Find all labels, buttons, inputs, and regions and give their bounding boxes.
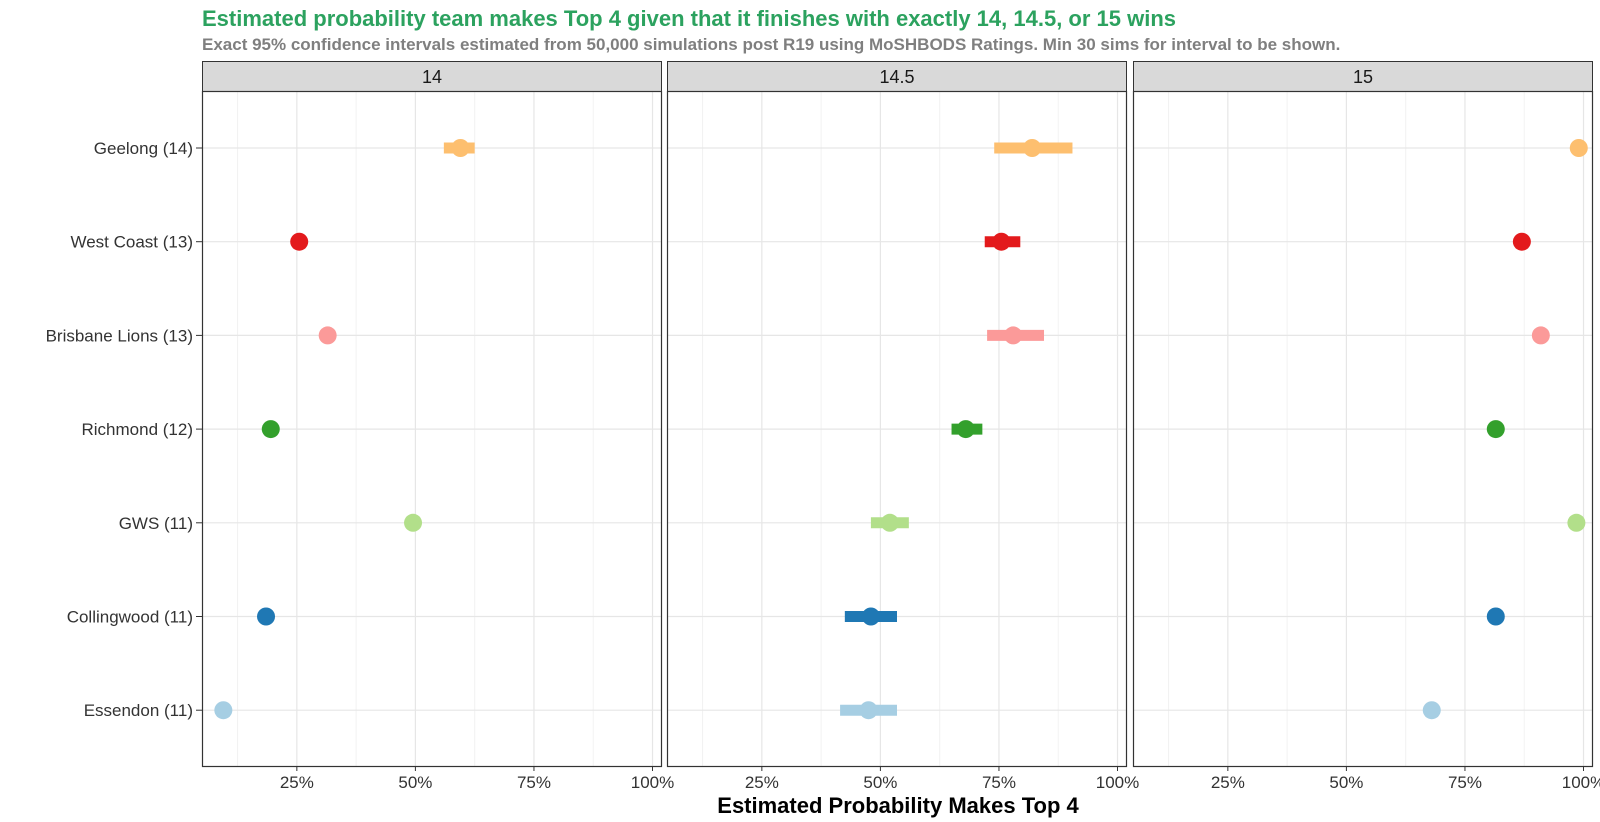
- y-tick-label: Essendon (11): [84, 701, 193, 720]
- estimate-point: [257, 607, 276, 626]
- estimate-point: [859, 701, 878, 720]
- y-tick-label: GWS (11): [119, 514, 193, 533]
- estimate-point: [861, 607, 880, 626]
- estimate-point: [1422, 701, 1441, 720]
- x-tick-label: 75%: [982, 773, 1016, 792]
- estimate-point: [451, 139, 470, 157]
- panel-border: [1132, 90, 1594, 768]
- estimate-point: [956, 420, 975, 439]
- facet-strip: [1133, 61, 1593, 92]
- estimate-point: [1486, 420, 1505, 439]
- facet-strip-label: 14.5: [879, 67, 914, 87]
- y-tick-label: Geelong (14): [94, 139, 193, 158]
- estimate-point: [1569, 139, 1588, 157]
- x-tick-label: 100%: [1096, 773, 1139, 792]
- estimate-point: [1512, 232, 1531, 251]
- estimate-point: [290, 232, 309, 251]
- estimate-point: [404, 513, 423, 532]
- x-tick-label: 50%: [863, 773, 897, 792]
- estimate-point: [880, 513, 899, 532]
- x-tick-label: 25%: [1211, 773, 1245, 792]
- facet-panel-14: 14 25% 50% 75% 100%: [201, 61, 674, 792]
- x-tick-label: 50%: [1329, 773, 1363, 792]
- estimate-point: [992, 232, 1011, 251]
- chart-panels: 14 25% 50% 75% 100% 14.5 25% 50% 75% 100% 15 25% 50%…: [201, 61, 1600, 792]
- x-tick-label: 25%: [280, 773, 314, 792]
- y-tick-label: Brisbane Lions (13): [46, 326, 193, 345]
- facet-panel-14-5: 14.5 25% 50% 75% 100%: [666, 61, 1139, 792]
- facet-panel-15: 15 25% 50% 75% 100%: [1132, 61, 1600, 792]
- facet-strip-label: 15: [1353, 67, 1373, 87]
- x-tick-label: 75%: [1448, 773, 1482, 792]
- y-tick-label: Richmond (12): [82, 420, 194, 439]
- estimate-point: [214, 701, 233, 720]
- estimate-point: [1004, 326, 1023, 345]
- estimate-point: [261, 420, 280, 439]
- chart-title: Estimated probability team makes Top 4 g…: [202, 6, 1176, 31]
- facet-strip: [202, 61, 662, 92]
- x-tick-label: 50%: [398, 773, 432, 792]
- x-tick-label: 25%: [745, 773, 779, 792]
- estimate-point: [1023, 139, 1042, 157]
- estimate-point: [318, 326, 337, 345]
- estimate-point: [1567, 513, 1586, 532]
- y-axis: Geelong (14) West Coast (13) Brisbane Lion…: [46, 139, 202, 720]
- facet-strip-label: 14: [422, 67, 442, 87]
- estimate-point: [1531, 326, 1550, 345]
- x-tick-label: 100%: [1562, 773, 1600, 792]
- panel-border: [201, 90, 663, 768]
- x-tick-label: 100%: [631, 773, 674, 792]
- facet-strip: [667, 61, 1127, 92]
- panel-border: [666, 90, 1128, 768]
- x-tick-label: 75%: [517, 773, 551, 792]
- x-axis-title: Estimated Probability Makes Top 4: [717, 793, 1079, 818]
- chart-subtitle: Exact 95% confidence intervals estimated…: [202, 35, 1340, 54]
- y-tick-label: West Coast (13): [70, 233, 193, 252]
- y-tick-label: Collingwood (11): [67, 608, 193, 627]
- estimate-point: [1486, 607, 1505, 626]
